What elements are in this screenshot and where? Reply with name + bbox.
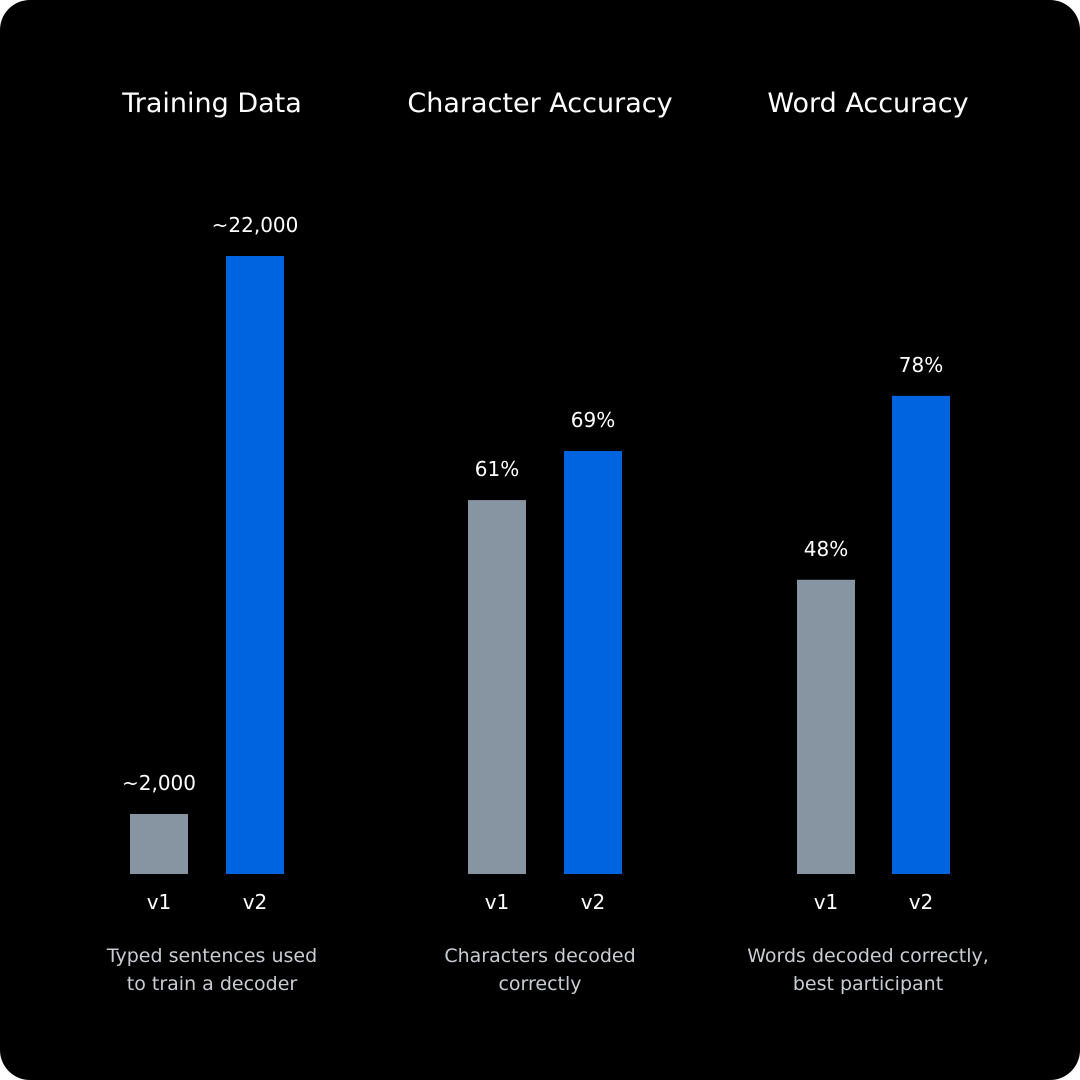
caption-line: correctly [498,973,581,995]
chart-title: Word Accuracy [767,88,968,119]
chart-title: Character Accuracy [407,88,672,119]
bar-v1 [797,579,855,874]
data-label: ~2,000 [122,771,196,795]
bar-v1 [130,814,188,874]
tick-label: v1 [814,890,839,914]
caption-line: to train a decoder [127,973,298,995]
data-label: 69% [571,408,615,432]
bar-v2 [226,256,284,874]
tick-label: v2 [243,890,268,914]
caption-line: Words decoded correctly, [747,945,989,967]
bar-v2 [564,451,622,874]
chart-panel-2: Character Accuracy 61% v1 69% v2 Characters d… [407,88,672,995]
data-label: 78% [899,353,943,377]
chart-panel-1: Training Data ~2,000 v1 ~22,000 v2 Typed sent… [106,88,317,995]
tick-label: v1 [485,890,510,914]
tick-label: v1 [147,890,172,914]
chart-panel-3: Word Accuracy 48% v1 78% v2 Words decoded cor… [747,88,989,995]
chart-title: Training Data [121,88,302,119]
caption-line: best participant [793,973,943,995]
data-label: ~22,000 [212,213,299,237]
tick-label: v2 [909,890,934,914]
bar-v2 [892,395,950,874]
caption-line: Typed sentences used [106,945,317,967]
bar-v1 [468,500,526,874]
data-label: 48% [804,537,848,561]
tick-label: v2 [581,890,606,914]
caption-line: Characters decoded [444,945,635,967]
data-label: 61% [475,457,519,481]
